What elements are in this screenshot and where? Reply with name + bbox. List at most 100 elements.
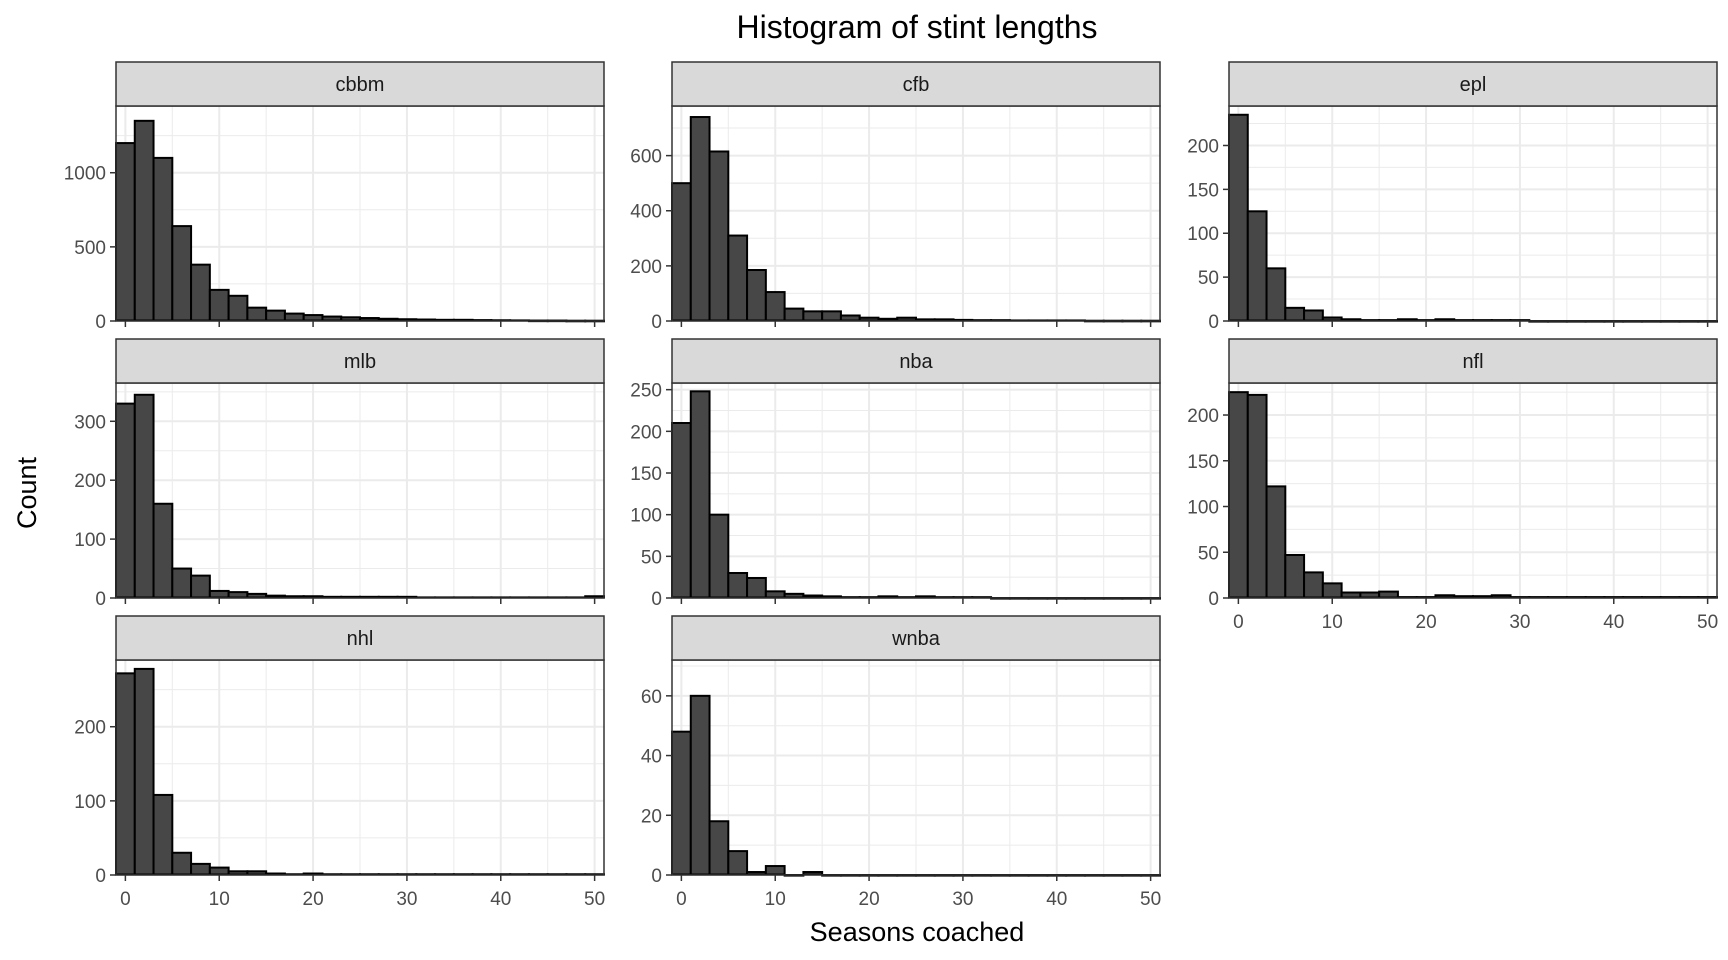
histogram-bar xyxy=(727,572,749,599)
histogram-bar xyxy=(783,307,805,322)
facet-strip-label: nhl xyxy=(347,628,374,650)
facet-strip xyxy=(1228,61,1718,107)
histogram-bar xyxy=(1284,306,1306,322)
histogram-bar xyxy=(1303,309,1324,322)
histogram-bar xyxy=(689,116,711,322)
x-tick-label: 0 xyxy=(1233,612,1244,633)
histogram-bar xyxy=(896,316,918,322)
y-tick-label: 100 xyxy=(74,792,106,813)
y-tick-label: 60 xyxy=(641,687,662,708)
histogram-bar xyxy=(227,870,249,876)
facet-strip-label: wnba xyxy=(891,628,941,650)
histogram-bar xyxy=(1246,393,1268,599)
histogram-bar xyxy=(671,730,692,876)
histogram-bar xyxy=(839,314,861,322)
y-tick-label: 20 xyxy=(641,806,662,827)
x-axis-title: Seasons coached xyxy=(810,917,1025,947)
histogram-bar xyxy=(1340,591,1362,599)
x-tick-label: 30 xyxy=(952,889,973,910)
facet-strip xyxy=(1228,338,1718,384)
y-tick-label: 50 xyxy=(641,547,662,568)
histogram-bar xyxy=(152,502,174,599)
histogram-bar xyxy=(671,182,692,322)
x-tick-label: 50 xyxy=(1697,612,1718,633)
histogram-bar xyxy=(802,594,824,599)
y-tick-label: 200 xyxy=(630,257,662,278)
histogram-bar xyxy=(377,317,399,322)
x-tick-label: 40 xyxy=(1046,889,1067,910)
histogram-bar xyxy=(208,589,230,599)
facet-strip xyxy=(671,61,1161,107)
y-tick-label: 0 xyxy=(95,312,106,333)
y-tick-label: 100 xyxy=(630,506,662,527)
histogram-bar xyxy=(746,577,767,599)
histogram-bar xyxy=(727,234,749,322)
histogram-bar xyxy=(246,592,268,599)
facet-panel-mlb: mlb 0 100 200 300 xyxy=(74,338,606,610)
histogram-bar xyxy=(1228,391,1249,599)
y-tick-label: 0 xyxy=(95,866,106,887)
y-tick-label: 0 xyxy=(651,866,662,887)
histogram-bar xyxy=(1434,594,1456,599)
facet-strip-label: nba xyxy=(899,351,933,373)
y-tick-label: 40 xyxy=(641,747,662,768)
histogram-bar xyxy=(858,316,880,322)
y-tick-label: 600 xyxy=(630,147,662,168)
histogram-bar xyxy=(190,862,211,876)
facet-strip xyxy=(115,338,605,384)
histogram-bar xyxy=(689,694,711,876)
facet-panel-epl: epl 0 50 100 150 200 xyxy=(1187,61,1718,333)
facet-panel-nfl: nfl 0 50 100 150 200 0 10 20 30 40 50 xyxy=(1187,338,1718,633)
histogram-bar xyxy=(340,316,362,322)
y-axis-title: Count xyxy=(12,456,42,529)
y-tick-label: 100 xyxy=(74,530,106,551)
y-tick-label: 200 xyxy=(74,718,106,739)
facet-strip-label: mlb xyxy=(344,351,376,373)
facet-strip-label: nfl xyxy=(1462,351,1483,373)
x-tick-label: 10 xyxy=(765,889,786,910)
y-tick-label: 400 xyxy=(630,202,662,223)
histogram-bar xyxy=(115,402,136,599)
histogram-bar xyxy=(727,850,749,876)
histogram-bar xyxy=(133,667,155,876)
histogram-bar xyxy=(152,156,174,322)
y-tick-label: 250 xyxy=(630,381,662,402)
x-tick-label: 50 xyxy=(584,889,605,910)
histogram-bar xyxy=(152,793,174,876)
histogram-bar xyxy=(1303,571,1324,599)
histogram-bar xyxy=(190,263,211,322)
histogram-bar xyxy=(783,592,805,599)
histogram-bar xyxy=(821,310,842,322)
histogram-bar xyxy=(1321,316,1343,322)
histogram-bar xyxy=(321,315,343,322)
histogram-bar xyxy=(359,317,380,322)
y-tick-label: 200 xyxy=(630,422,662,443)
facet-strip xyxy=(671,615,1161,661)
histogram-bar xyxy=(171,567,193,599)
histogram-bar xyxy=(1359,591,1381,599)
x-tick-label: 20 xyxy=(1416,612,1437,633)
histogram-bar xyxy=(1246,210,1268,322)
histogram-bar xyxy=(1265,485,1287,599)
facet-panel-nhl: nhl 0 100 200 0 10 20 30 40 50 xyxy=(74,615,605,910)
histogram-bar xyxy=(208,866,230,876)
y-tick-label: 300 xyxy=(74,412,106,433)
y-tick-label: 200 xyxy=(1187,406,1219,427)
facet-panel-cbbm: cbbm 0 500 1000 xyxy=(64,61,606,333)
histogram-bar xyxy=(746,269,767,322)
y-tick-label: 150 xyxy=(1187,452,1219,473)
histogram-bar xyxy=(115,672,136,876)
y-tick-label: 100 xyxy=(1187,224,1219,245)
x-tick-label: 50 xyxy=(1140,889,1161,910)
y-tick-label: 0 xyxy=(1208,589,1219,610)
x-tick-label: 30 xyxy=(396,889,417,910)
histogram-bar xyxy=(1321,582,1343,599)
facet-strip xyxy=(115,61,605,107)
y-tick-label: 0 xyxy=(651,589,662,610)
y-tick-label: 200 xyxy=(74,471,106,492)
y-tick-label: 100 xyxy=(1187,498,1219,519)
histogram-bar xyxy=(302,314,324,322)
histogram-bar xyxy=(802,310,824,322)
histogram-bar xyxy=(1284,554,1306,599)
